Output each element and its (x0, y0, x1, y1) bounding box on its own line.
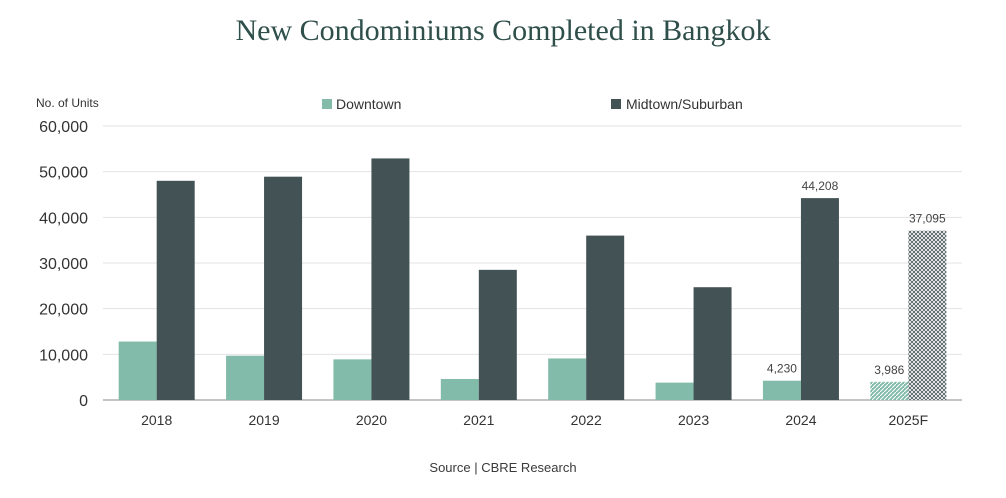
x-tick-label: 2018 (141, 412, 172, 428)
data-label: 3,986 (874, 363, 904, 377)
bar-midtown-suburban-2020 (371, 158, 410, 400)
legend: Downtown Midtown/Suburban (322, 96, 743, 112)
x-tick-label: 2024 (785, 412, 816, 428)
legend-swatch-midtown-suburban (611, 99, 621, 109)
bar-midtown-suburban-2023 (693, 287, 732, 400)
y-axis-label: No. of Units (36, 96, 99, 110)
y-tick-label: 0 (79, 393, 88, 410)
bar-midtown-suburban-2018 (156, 180, 195, 400)
y-tick-label: 50,000 (39, 165, 88, 182)
bars (118, 158, 947, 400)
data-label: 37,095 (909, 212, 946, 226)
legend-label-midtown-suburban: Midtown/Suburban (626, 96, 743, 112)
x-tick-label: 2025F (888, 412, 928, 428)
x-tick-label: 2020 (356, 412, 387, 428)
x-tick-label: 2021 (463, 412, 494, 428)
y-tick-label: 10,000 (39, 347, 88, 364)
bar-midtown-suburban-2022 (586, 235, 625, 400)
x-tick-label: 2019 (248, 412, 279, 428)
y-tick-label: 20,000 (39, 302, 88, 319)
bar-midtown-suburban-2024 (800, 198, 839, 400)
bar-downtown-2023 (655, 382, 694, 400)
data-label: 4,230 (767, 362, 797, 376)
bar-downtown-2021 (440, 378, 479, 400)
labels: 0 10,000 20,000 30,000 40,000 50,000 60,000 201… (39, 119, 946, 428)
bar-downtown-2019 (226, 355, 265, 400)
x-tick-label: 2022 (571, 412, 602, 428)
data-label: 44,208 (802, 179, 839, 193)
y-tick-label: 40,000 (39, 210, 88, 227)
bar-downtown-2024 (762, 380, 801, 400)
chart-title: New Condominiums Completed in Bangkok (235, 14, 771, 47)
legend-label-downtown: Downtown (336, 96, 401, 112)
source-note: Source | CBRE Research (429, 460, 577, 475)
bar-downtown-2020 (333, 359, 372, 400)
bar-midtown-suburban-2025F (908, 230, 947, 400)
bar-downtown-2025F (870, 381, 909, 400)
bar-downtown-2022 (548, 358, 587, 400)
bar-midtown-suburban-2021 (478, 269, 517, 400)
legend-swatch-downtown (322, 99, 332, 109)
bar-downtown-2018 (118, 341, 157, 400)
x-tick-label: 2023 (678, 412, 709, 428)
y-tick-label: 30,000 (39, 256, 88, 273)
bar-midtown-suburban-2019 (264, 176, 303, 400)
y-tick-label: 60,000 (39, 119, 88, 136)
